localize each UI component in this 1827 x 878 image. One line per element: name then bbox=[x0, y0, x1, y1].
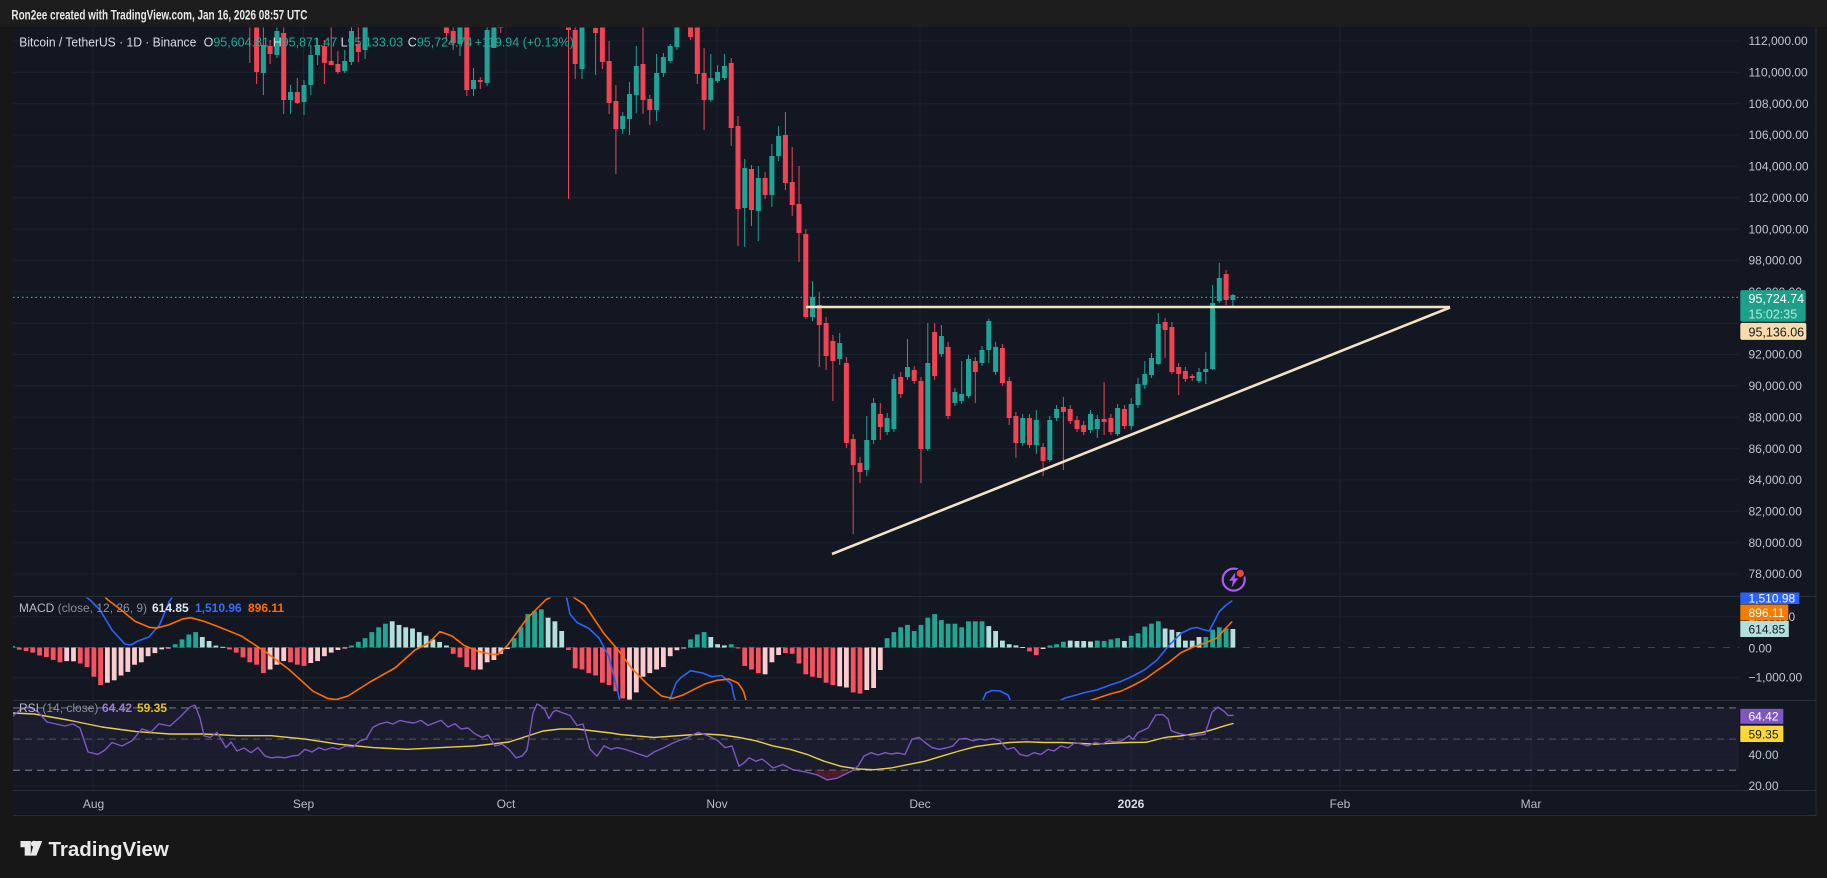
svg-text:110,000.00: 110,000.00 bbox=[1749, 66, 1808, 80]
svg-text:90,000.00: 90,000.00 bbox=[1749, 379, 1803, 393]
svg-text:112,000.00: 112,000.00 bbox=[1749, 34, 1808, 48]
svg-text:98,000.00: 98,000.00 bbox=[1749, 254, 1803, 268]
svg-text:0.00: 0.00 bbox=[1749, 642, 1773, 656]
svg-text:102,000.00: 102,000.00 bbox=[1749, 191, 1809, 205]
svg-text:95,136.06: 95,136.06 bbox=[1749, 325, 1805, 339]
svg-text:100,000.00: 100,000.00 bbox=[1749, 222, 1809, 236]
svg-text:Mar: Mar bbox=[1521, 797, 1542, 811]
svg-text:614.85: 614.85 bbox=[1749, 622, 1786, 636]
svg-text:896.11: 896.11 bbox=[1749, 606, 1785, 620]
svg-text:84,000.00: 84,000.00 bbox=[1749, 473, 1803, 487]
svg-text:Feb: Feb bbox=[1330, 797, 1351, 811]
svg-text:59.35: 59.35 bbox=[1749, 727, 1779, 741]
svg-text:59.35: 59.35 bbox=[137, 701, 167, 715]
svg-text:TradingView: TradingView bbox=[49, 838, 169, 861]
svg-text:Oct: Oct bbox=[497, 797, 516, 811]
svg-text:Aug: Aug bbox=[83, 797, 104, 811]
svg-text:108,000.00: 108,000.00 bbox=[1749, 97, 1809, 111]
svg-text:1,510.98: 1,510.98 bbox=[1749, 592, 1796, 606]
svg-text:−1,000.00: −1,000.00 bbox=[1749, 671, 1803, 685]
svg-text:Ron2ee created with TradingVie: Ron2ee created with TradingView.com, Jan… bbox=[11, 8, 307, 23]
svg-text:64.42: 64.42 bbox=[102, 701, 132, 715]
svg-text:86,000.00: 86,000.00 bbox=[1749, 442, 1803, 456]
svg-text:Dec: Dec bbox=[909, 797, 930, 811]
svg-text:92,000.00: 92,000.00 bbox=[1749, 348, 1803, 362]
svg-text:+119.94 (+0.13%): +119.94 (+0.13%) bbox=[475, 36, 574, 50]
svg-text:L95,133.03: L95,133.03 bbox=[341, 36, 404, 50]
svg-text:1,510.96: 1,510.96 bbox=[195, 601, 242, 615]
svg-text:95,724.74: 95,724.74 bbox=[1749, 292, 1805, 306]
svg-text:82,000.00: 82,000.00 bbox=[1749, 505, 1803, 519]
svg-text:64.42: 64.42 bbox=[1749, 710, 1779, 724]
svg-text:20.00: 20.00 bbox=[1749, 779, 1779, 793]
svg-text:15:02:35: 15:02:35 bbox=[1749, 308, 1798, 322]
svg-text:896.11: 896.11 bbox=[248, 601, 284, 615]
svg-text:88,000.00: 88,000.00 bbox=[1749, 410, 1803, 424]
svg-text:78,000.00: 78,000.00 bbox=[1749, 567, 1803, 581]
svg-text:104,000.00: 104,000.00 bbox=[1749, 160, 1809, 174]
svg-text:2026: 2026 bbox=[1118, 797, 1145, 811]
svg-text:Nov: Nov bbox=[706, 797, 727, 811]
svg-text:614.85: 614.85 bbox=[152, 601, 189, 615]
svg-text:Bitcoin / TetherUS · 1D · Bina: Bitcoin / TetherUS · 1D · Binance bbox=[19, 36, 196, 50]
svg-text:O95,604.81: O95,604.81 bbox=[204, 36, 269, 50]
svg-text:80,000.00: 80,000.00 bbox=[1749, 536, 1803, 550]
svg-text:Sep: Sep bbox=[293, 797, 315, 811]
svg-text:RSI (14, close): RSI (14, close) bbox=[19, 701, 98, 715]
svg-text:MACD (close, 12, 26, 9): MACD (close, 12, 26, 9) bbox=[19, 601, 147, 615]
svg-text:40.00: 40.00 bbox=[1749, 748, 1779, 762]
svg-text:H95,871.47: H95,871.47 bbox=[273, 36, 338, 50]
svg-text:106,000.00: 106,000.00 bbox=[1749, 128, 1809, 142]
svg-text:C95,724.74: C95,724.74 bbox=[408, 36, 473, 50]
